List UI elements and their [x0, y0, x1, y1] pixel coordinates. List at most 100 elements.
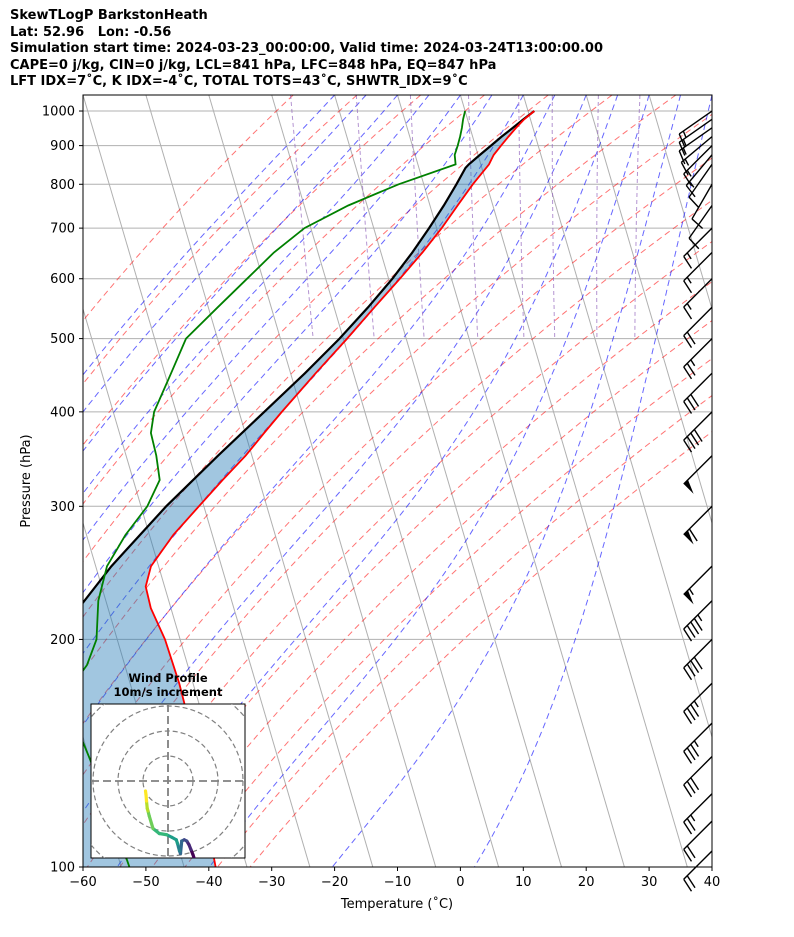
y-tick-label: 500: [50, 332, 75, 347]
x-tick-label: −30: [258, 875, 285, 890]
wind-barb: [683, 505, 713, 545]
isotherm-line: [585, 95, 712, 525]
isotherm-line: [775, 95, 794, 867]
moist-adiabat: [473, 95, 712, 867]
parcel-profile-line: [83, 110, 535, 605]
temperature-line: [144, 110, 535, 867]
wind-barb: [683, 638, 713, 681]
wind-barb: [683, 682, 713, 724]
wind-barb: [683, 306, 713, 348]
x-tick-label: −10: [384, 875, 411, 890]
wind-barb: [683, 793, 713, 835]
dry-adiabat: [83, 95, 549, 563]
title-line-cape: CAPE=0 j/kg, CIN=0 j/kg, LCL=841 hPa, LF…: [10, 57, 497, 73]
moist-adiabat: [83, 95, 398, 452]
isotherm-line: [522, 95, 712, 739]
wind-barb: [688, 205, 713, 250]
hodograph-subtitle: 10m/s increment: [114, 685, 223, 699]
dry-adiabat: [83, 95, 677, 672]
x-tick-label: 30: [641, 875, 658, 890]
wind-barb: [683, 756, 713, 798]
title-line-indices: LFT IDX=7˚C, K IDX=-4˚C, TOTAL TOTS=43˚C…: [10, 74, 468, 89]
y-tick-label: 100: [50, 861, 75, 876]
moist-adiabat: [83, 95, 556, 727]
cin-shading: [83, 111, 535, 867]
isotherm-line: [334, 95, 562, 867]
moist-adiabat: [331, 95, 681, 867]
wind-barb: [683, 411, 713, 453]
moist-adiabat: [83, 95, 493, 594]
wind-barb: [678, 127, 713, 165]
isotherm-line: [648, 95, 712, 311]
wind-barb: [683, 372, 713, 414]
dry-adiabat: [83, 95, 422, 446]
dry-adiabat: [83, 95, 294, 322]
chart-title-block: SkewTLogP BarkstonHeath Lat: 52.96 Lon: …: [10, 8, 603, 91]
x-tick-label: 20: [578, 875, 595, 890]
wind-barb: [680, 136, 713, 176]
title-line-latlon: Lat: 52.96 Lon: -0.56: [10, 24, 172, 40]
x-tick-label: −20: [321, 875, 348, 890]
wind-barb: [683, 600, 713, 642]
wind-barb: [683, 820, 713, 862]
isotherm-line: [459, 95, 688, 867]
mixing-ratio-line: [409, 95, 425, 339]
wind-barb: [688, 163, 713, 209]
title-line-station: SkewTLogP BarkstonHeath: [10, 8, 208, 23]
moist-adiabat: [209, 95, 650, 867]
y-tick-label: 800: [50, 178, 75, 193]
mixing-ratio-line: [551, 95, 556, 339]
isotherm-line: [711, 95, 712, 97]
isotherm-line: [145, 95, 374, 867]
wind-barb: [683, 565, 713, 605]
wind-barb: [683, 278, 713, 320]
moist-adiabat: [83, 95, 587, 813]
dry-adiabat: [83, 157, 712, 776]
hodograph-trace-segment: [143, 789, 148, 797]
moist-adiabat: [83, 95, 367, 413]
dry-adiabat: [151, 320, 712, 867]
isotherm-line: [271, 95, 500, 867]
wind-barb: [691, 183, 713, 230]
moist-adiabat: [116, 95, 619, 867]
mixing-ratio-line: [355, 95, 375, 339]
y-tick-label: 1000: [42, 105, 75, 120]
title-line-times: Simulation start time: 2024-03-23_00:00:…: [10, 41, 603, 56]
x-tick-label: −40: [195, 875, 222, 890]
mixing-ratio-line: [634, 95, 641, 339]
dry-adiabat: [83, 113, 712, 725]
moist-adiabat: [83, 95, 335, 376]
y-tick-label: 900: [50, 139, 75, 154]
hodograph-trace-segment: [147, 814, 155, 831]
dry-adiabat: [217, 394, 712, 867]
dry-adiabat: [119, 281, 712, 867]
y-tick-label: 600: [50, 272, 75, 287]
wind-barb: [683, 338, 713, 380]
mixing-ratio-line: [290, 95, 314, 339]
isotherm-line: [83, 95, 311, 867]
mixing-ratio-line: [596, 95, 599, 339]
hodograph-plot: [91, 704, 245, 858]
dry-adiabat: [83, 95, 485, 505]
y-tick-label: 700: [50, 222, 75, 237]
y-tick-label: 400: [50, 405, 75, 420]
mixing-ratio-line: [468, 95, 479, 339]
x-tick-label: −50: [132, 875, 159, 890]
hodograph-title: Wind Profile: [128, 671, 208, 685]
x-tick-label: −60: [69, 875, 96, 890]
wind-barb: [683, 251, 713, 294]
x-tick-label: 10: [515, 875, 532, 890]
wind-barb: [683, 455, 713, 494]
y-axis-label: Pressure (hPa): [19, 434, 34, 527]
wind-barb: [683, 850, 713, 892]
x-tick-label: 0: [456, 875, 464, 890]
y-tick-label: 200: [50, 633, 75, 648]
dewpoint-line: [83, 110, 466, 867]
y-tick-label: 300: [50, 500, 75, 515]
dry-adiabat: [83, 199, 712, 826]
wind-barb: [683, 145, 713, 187]
wind-barb: [683, 722, 713, 764]
x-axis-label: Temperature (˚C): [340, 896, 453, 912]
wind-barb: [685, 154, 713, 198]
